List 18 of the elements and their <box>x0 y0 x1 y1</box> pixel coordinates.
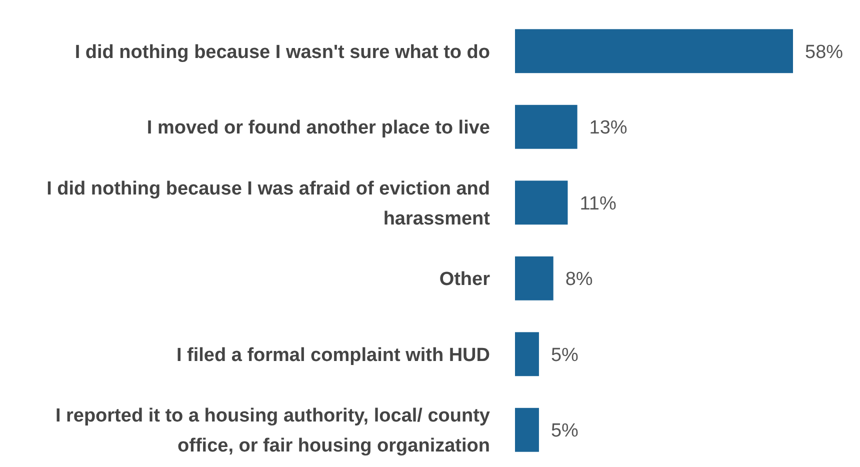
y-tick-label: I did nothing because I was afraid of eviction and harassment <box>46 178 491 230</box>
bar <box>515 408 539 452</box>
data-label: 5% <box>550 344 579 366</box>
bar <box>515 180 568 225</box>
data-label: 11% <box>580 193 616 214</box>
y-tick-label: I did nothing because I wasn't sure what to do <box>74 42 490 63</box>
data-label: 8% <box>565 269 593 290</box>
bar <box>515 29 793 74</box>
data-label: 5% <box>550 420 579 442</box>
y-tick-label: Other <box>439 269 491 290</box>
y-tick-label: I reported it to a housing authority, local/ county office, or fair housing organization <box>55 406 490 457</box>
y-tick-label: I filed a formal complaint with HUD <box>176 344 490 366</box>
data-label: 13% <box>589 118 628 139</box>
bar <box>515 256 554 300</box>
y-tick-label: I moved or found another place to live <box>146 118 490 139</box>
bar <box>515 104 578 149</box>
bar <box>515 332 539 376</box>
data-label: 58% <box>805 42 844 63</box>
